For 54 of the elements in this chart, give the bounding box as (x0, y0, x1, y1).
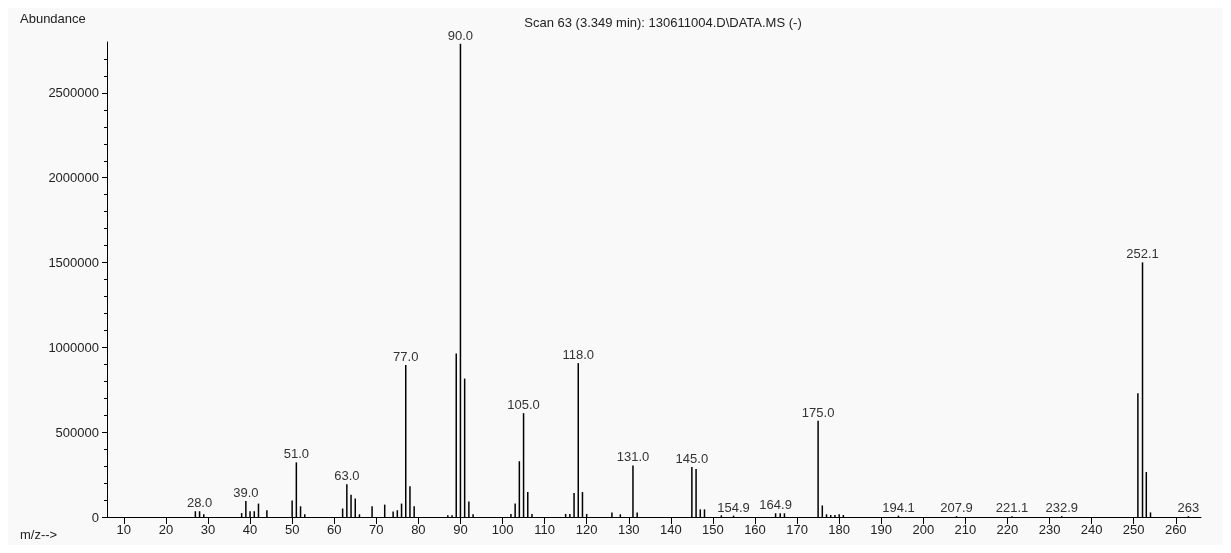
x-tick-label: 250 (1122, 522, 1145, 537)
annotation: 145.0 (675, 450, 709, 466)
annotation: 221.1 (995, 500, 1029, 516)
annotation: 154.9 (717, 499, 750, 515)
x-tick-label: 160 (744, 522, 766, 537)
annotation: 175.0 (801, 404, 835, 420)
x-tick-label: 180 (828, 522, 850, 537)
x-tick-label: 20 (158, 522, 174, 537)
x-tick-label: 190 (870, 522, 893, 537)
x-tick-label: 100 (491, 522, 514, 537)
y-tick-label: 2500000 (48, 85, 99, 101)
x-tick-label: 110 (534, 522, 555, 537)
x-tick-label: 120 (575, 522, 598, 537)
x-tick-label: 140 (659, 522, 682, 537)
y-tick-label: 2000000 (48, 170, 99, 186)
annotation: 105.0 (507, 397, 540, 413)
y-tick-label: 1500000 (48, 255, 99, 271)
annotation: 63.0 (334, 468, 360, 484)
x-tick-label: 40 (242, 522, 258, 537)
annotation: 263 (1177, 500, 1200, 516)
x-tick-label: 260 (1164, 522, 1187, 537)
annotation: 252.1 (1126, 246, 1159, 262)
annotation: 164.9 (759, 497, 792, 513)
y-tick-label: 0 (91, 509, 99, 525)
annotation: 131.0 (616, 449, 650, 465)
x-tick-label: 10 (116, 522, 132, 537)
x-tick-label: 220 (996, 522, 1019, 537)
x-tick-label: 150 (702, 522, 724, 537)
annotation: 28.0 (186, 495, 213, 511)
annotation: 77.0 (393, 349, 419, 364)
x-tick-label: 50 (284, 522, 300, 537)
x-tick-label: 230 (1038, 522, 1061, 537)
annotation: 90.0 (447, 27, 474, 43)
x-tick-label: 240 (1080, 522, 1103, 537)
x-axis-title: m/z--> (20, 527, 58, 542)
x-tick-label: 60 (326, 522, 342, 537)
annotation: 207.9 (940, 500, 973, 516)
annotation: 232.9 (1045, 500, 1078, 516)
x-tick-label: 210 (954, 522, 977, 537)
x-tick-label: 90 (453, 522, 468, 537)
x-tick-label: 80 (411, 522, 426, 537)
x-tick-label: 170 (786, 522, 808, 537)
x-tick-label: 30 (200, 522, 216, 537)
y-tick-label: 1000000 (48, 339, 99, 355)
annotation: 51.0 (283, 446, 309, 462)
annotation: 194.1 (882, 499, 915, 515)
annotation: 118.0 (562, 347, 595, 363)
y-axis-title: Abundance (20, 11, 86, 26)
annotation: 39.0 (233, 484, 259, 500)
x-tick-label: 70 (369, 522, 384, 537)
x-tick-label: 130 (617, 522, 640, 537)
y-tick-label: 500000 (55, 424, 99, 440)
chart-title: Scan 63 (3.349 min): 130611004.D\DATA.MS (-) (524, 15, 802, 30)
x-tick-label: 200 (912, 522, 935, 537)
